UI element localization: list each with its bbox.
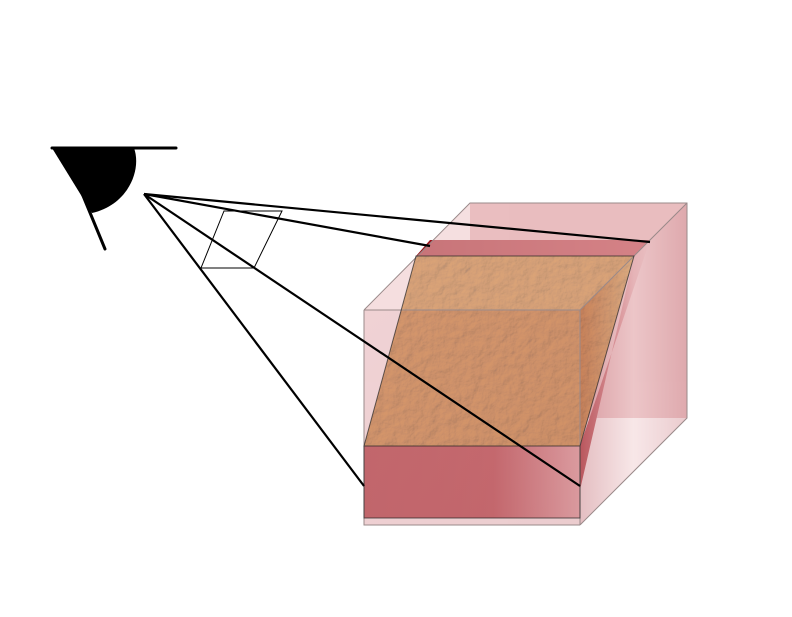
sight-line — [143, 193, 365, 487]
slab-outline — [363, 255, 635, 519]
sight-line — [143, 193, 581, 487]
picture-plane — [200, 210, 283, 269]
eye-icon — [50, 146, 178, 251]
cube-front-face — [364, 310, 580, 525]
sight-line — [143, 192, 651, 244]
sight-line — [143, 192, 431, 248]
sight-lines — [143, 192, 651, 487]
